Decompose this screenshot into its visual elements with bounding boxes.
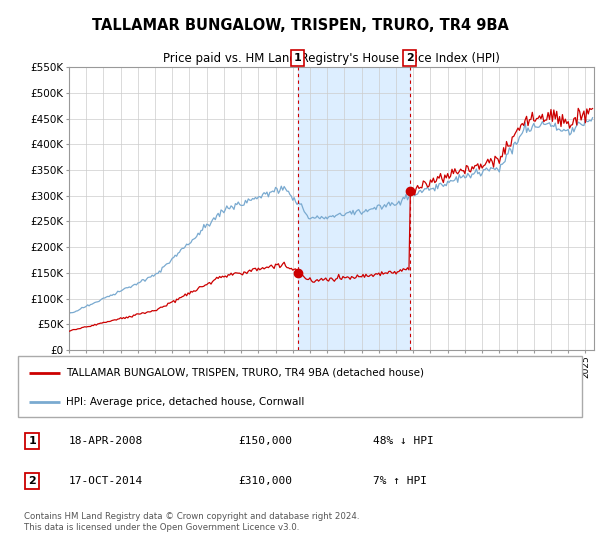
Text: Contains HM Land Registry data © Crown copyright and database right 2024.
This d: Contains HM Land Registry data © Crown c… xyxy=(24,512,359,532)
Text: TALLAMAR BUNGALOW, TRISPEN, TRURO, TR4 9BA (detached house): TALLAMAR BUNGALOW, TRISPEN, TRURO, TR4 9… xyxy=(66,368,424,378)
Text: TALLAMAR BUNGALOW, TRISPEN, TRURO, TR4 9BA: TALLAMAR BUNGALOW, TRISPEN, TRURO, TR4 9… xyxy=(92,18,508,32)
Text: £310,000: £310,000 xyxy=(238,476,292,486)
Text: £150,000: £150,000 xyxy=(238,436,292,446)
Text: 17-OCT-2014: 17-OCT-2014 xyxy=(69,476,143,486)
Text: 1: 1 xyxy=(294,53,302,63)
Text: 2: 2 xyxy=(28,476,36,486)
Bar xyxy=(298,67,410,350)
Text: 2: 2 xyxy=(406,53,413,63)
Title: Price paid vs. HM Land Registry's House Price Index (HPI): Price paid vs. HM Land Registry's House … xyxy=(163,52,500,64)
Text: 7% ↑ HPI: 7% ↑ HPI xyxy=(373,476,427,486)
Text: 48% ↓ HPI: 48% ↓ HPI xyxy=(373,436,434,446)
Text: 18-APR-2008: 18-APR-2008 xyxy=(69,436,143,446)
Text: 1: 1 xyxy=(28,436,36,446)
Text: HPI: Average price, detached house, Cornwall: HPI: Average price, detached house, Corn… xyxy=(66,397,304,407)
